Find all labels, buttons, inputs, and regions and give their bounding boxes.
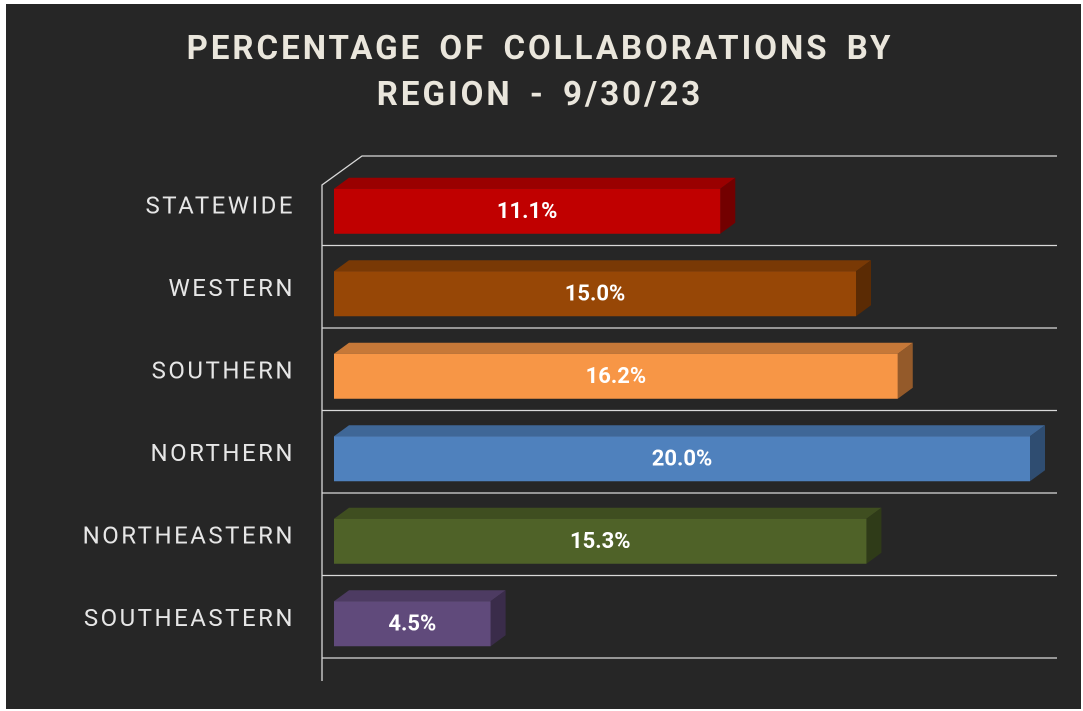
bar-top [334,260,871,272]
value-label: 20.0% [652,447,713,472]
value-label: 11.1% [497,199,558,224]
category-label: SOUTHERN [152,357,295,385]
category-label: WESTERN [168,274,295,302]
value-label: 15.3% [570,529,631,554]
bar-top [334,590,506,602]
bar-side [866,507,882,564]
category-label: NORTHEASTERN [83,522,295,550]
bar [334,601,491,647]
bar [334,518,867,564]
bar-side [897,342,913,399]
chart-title: PERCENTAGE OF COLLABORATIONS BY REGION -… [186,29,894,114]
value-label: 4.5% [388,612,436,637]
category-label: NORTHERN [151,439,295,467]
bar [334,271,856,317]
bar [334,188,721,234]
bar-top [334,342,913,354]
bar-top [334,507,882,519]
category-label: STATEWIDE [146,192,295,220]
bar [334,436,1030,482]
value-label: 15.0% [565,282,626,307]
bar-side [490,590,506,647]
bar-top [334,177,736,189]
wall [321,155,1057,681]
bar-top [334,425,1045,437]
bar-side [1030,425,1045,482]
bar-side [856,260,871,317]
bar [334,353,898,399]
bar-side [720,177,736,234]
value-label: 16.2% [586,364,647,389]
category-label: SOUTHEASTERN [84,604,295,632]
